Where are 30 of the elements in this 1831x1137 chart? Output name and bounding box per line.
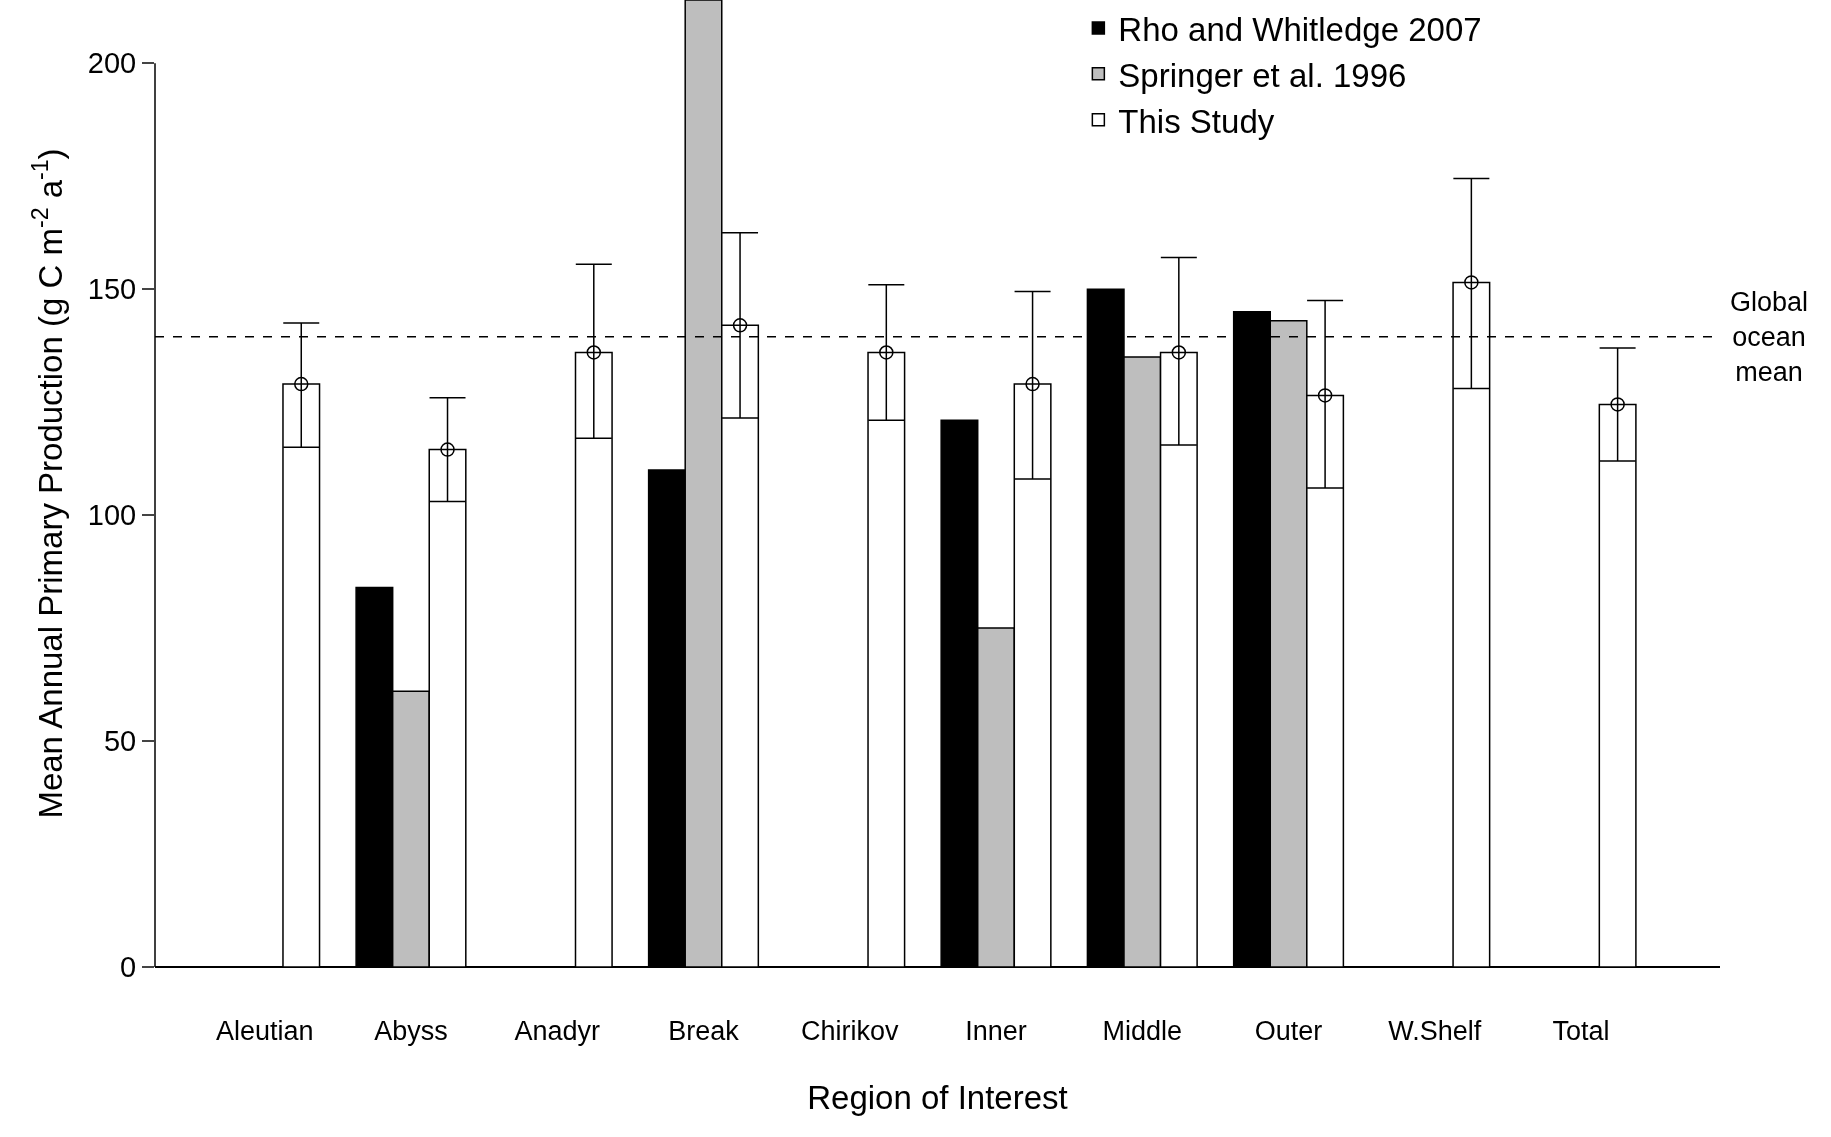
point: [1171, 345, 1187, 360]
legend-label: Springer et al. 1996: [1118, 56, 1407, 94]
x-tick-label: Break: [668, 1016, 740, 1046]
y-tick-label: 200: [87, 47, 137, 80]
x-axis-title: Region of Interest: [807, 1078, 1068, 1116]
point: [586, 345, 602, 360]
point: [1025, 376, 1040, 392]
x-tick-label: Middle: [1102, 1016, 1183, 1046]
x-tick-label: Chirikov: [800, 1016, 899, 1046]
ref-line-label: Global ocean mean: [1730, 287, 1809, 388]
x-tick-label: Anadyr: [514, 1016, 600, 1046]
y-tick-label: 50: [103, 725, 137, 758]
legend-label: This Study: [1118, 102, 1275, 140]
x-tick-label: Abyss: [374, 1016, 448, 1046]
point: [1317, 388, 1333, 403]
point: [294, 376, 309, 392]
x-tick-label: Aleutian: [215, 1016, 314, 1046]
legend-label: Rho and Whitledge 2007: [1118, 10, 1482, 48]
x-tick-label: Outer: [1254, 1016, 1323, 1046]
x-tick-label: W.Shelf: [1388, 1016, 1482, 1046]
y-tick-label: 0: [120, 951, 137, 984]
point: [440, 442, 455, 457]
point: [1464, 275, 1479, 290]
y-tick-label: 150: [87, 273, 137, 306]
y-tick-label: 100: [87, 499, 137, 532]
point: [732, 318, 748, 333]
x-tick-label: Inner: [965, 1016, 1027, 1046]
point: [1610, 397, 1625, 412]
point: [879, 345, 894, 360]
x-tick-label: Total: [1552, 1016, 1610, 1046]
